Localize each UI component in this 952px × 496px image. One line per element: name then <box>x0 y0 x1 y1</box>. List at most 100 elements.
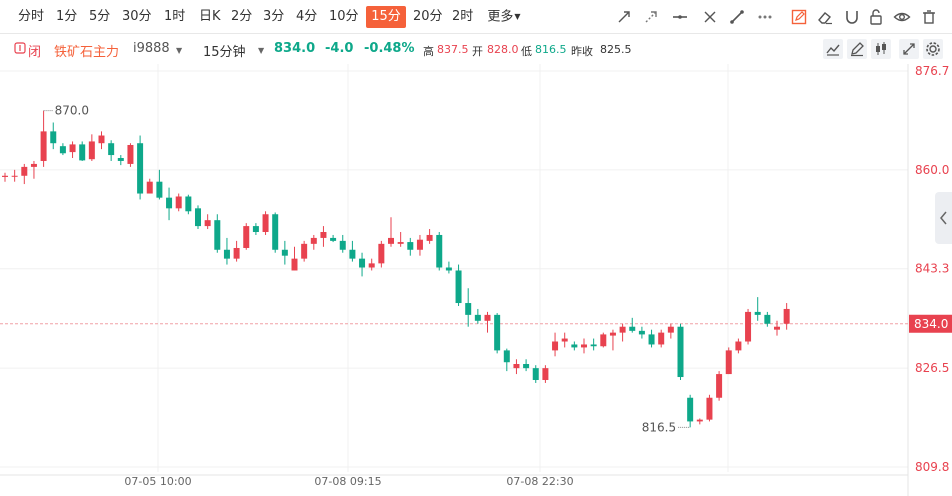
instrument-code: i9888 <box>133 41 170 56</box>
candle-body <box>716 374 723 398</box>
instrument-dropdown-icon[interactable]: ▼ <box>176 46 183 55</box>
eraser-tool[interactable] <box>815 7 835 27</box>
prev-close-label: 昨收 <box>571 45 593 58</box>
candle-body <box>638 330 645 335</box>
period-tab-label: 1分 <box>56 9 78 24</box>
candle-body <box>397 242 404 244</box>
candle-body <box>88 141 95 160</box>
horizontal-line-tool[interactable] <box>670 7 690 27</box>
dashed-arrow-line-tool[interactable] <box>641 7 661 27</box>
candle-body <box>59 146 66 154</box>
candle-body <box>426 234 433 241</box>
candle-body <box>571 344 578 348</box>
candle-body <box>69 144 76 153</box>
candle-body <box>349 249 356 259</box>
settings-button[interactable] <box>923 39 943 59</box>
eye-icon <box>893 12 911 22</box>
candle-body <box>532 368 539 380</box>
period-tab[interactable]: 4分 <box>292 6 321 28</box>
period-tab-label: 日K <box>199 9 221 24</box>
high-label: 高 <box>423 45 434 58</box>
indicator-chart-button[interactable] <box>823 39 843 59</box>
period-selector[interactable]: 15分钟 <box>203 45 246 60</box>
arrow-line-tool[interactable] <box>614 7 634 27</box>
candlestick-chart[interactable]: 876.7 860.0 843.3 826.5 809.8 07-05 10:00 07-0… <box>0 64 952 496</box>
candle-body <box>79 144 86 161</box>
candle-body <box>252 226 259 233</box>
period-tab[interactable]: 1分 <box>52 6 81 28</box>
dashed-arrow-line-icon <box>645 11 657 23</box>
edit-tool[interactable] <box>789 7 809 27</box>
period-dropdown-icon[interactable]: ▼ <box>258 46 265 55</box>
period-tab[interactable]: 15分 <box>366 6 406 28</box>
period-tab[interactable]: 日K <box>195 6 225 28</box>
more-dots-icon <box>758 15 772 19</box>
high-value: 837.5 <box>437 43 469 56</box>
candle-body <box>330 237 337 241</box>
candle-body <box>667 326 674 333</box>
instrument-status-icon <box>14 42 26 54</box>
period-tab[interactable]: 2时 <box>448 6 477 28</box>
period-tab[interactable]: 3分 <box>259 6 288 28</box>
candle-body <box>503 350 510 363</box>
period-tab-label: 10分 <box>329 9 359 24</box>
candle-body <box>117 158 124 161</box>
lock-tool[interactable] <box>866 7 886 27</box>
candle-body <box>127 144 134 164</box>
y-tick-label: 809.8 <box>915 460 949 474</box>
candle-body <box>368 263 375 268</box>
arrow-line-icon <box>618 11 630 23</box>
candle-body <box>407 242 414 250</box>
magnet-tool[interactable] <box>842 7 862 27</box>
candle-body <box>50 131 57 144</box>
period-tab[interactable]: 2分 <box>227 6 256 28</box>
candle-style-button[interactable] <box>871 39 891 59</box>
period-tab[interactable]: 更多▼ <box>482 6 526 28</box>
candle-body <box>552 341 559 351</box>
candle-body <box>310 237 317 244</box>
period-tab-label: 30分 <box>122 9 152 24</box>
candle-body <box>764 314 771 324</box>
y-tick-label: 843.3 <box>915 262 949 276</box>
candle-body <box>359 258 366 268</box>
candle-body <box>233 247 240 259</box>
candle-body <box>561 338 568 342</box>
eye-tool[interactable] <box>892 7 912 27</box>
instrument-name[interactable]: 铁矿石主力 <box>54 45 120 60</box>
period-tab[interactable]: 20分 <box>409 6 447 28</box>
period-tab[interactable]: 分时 <box>14 6 48 28</box>
candle-body <box>474 314 481 321</box>
candle-body <box>2 175 8 177</box>
candle-body <box>339 240 346 250</box>
candle-body <box>204 220 211 227</box>
pencil-icon <box>851 42 864 57</box>
period-tab[interactable]: 5分 <box>85 6 114 28</box>
candle-body <box>291 258 298 271</box>
trash-tool[interactable] <box>919 7 939 27</box>
candle-body <box>445 267 452 271</box>
eraser-icon <box>818 12 832 25</box>
period-tab[interactable]: 30分 <box>118 6 156 28</box>
candle-body <box>272 214 279 250</box>
candle-body <box>745 311 752 342</box>
side-panel-toggle[interactable] <box>935 192 952 244</box>
candle-body <box>687 397 694 422</box>
period-tab-label: 1时 <box>164 9 186 24</box>
draw-tool-button[interactable] <box>847 39 867 59</box>
candle-body <box>40 131 47 161</box>
fullscreen-button[interactable] <box>899 39 919 59</box>
more-dots-tool[interactable] <box>755 7 775 27</box>
segment-line-tool[interactable] <box>727 7 747 27</box>
candle-body <box>465 303 472 315</box>
period-tab-label: 更多 <box>487 9 514 25</box>
candle-body <box>484 314 491 321</box>
min-marker-label: 816.5 <box>642 420 676 434</box>
period-tab[interactable]: 1时 <box>160 6 189 28</box>
candle-body <box>619 326 626 333</box>
candle-body <box>523 364 530 369</box>
double-arrow-line-tool[interactable] <box>700 7 720 27</box>
candle-body <box>262 214 269 233</box>
max-marker-label: 870.0 <box>55 104 89 118</box>
candle-body <box>156 181 163 198</box>
period-tab[interactable]: 10分 <box>325 6 363 28</box>
